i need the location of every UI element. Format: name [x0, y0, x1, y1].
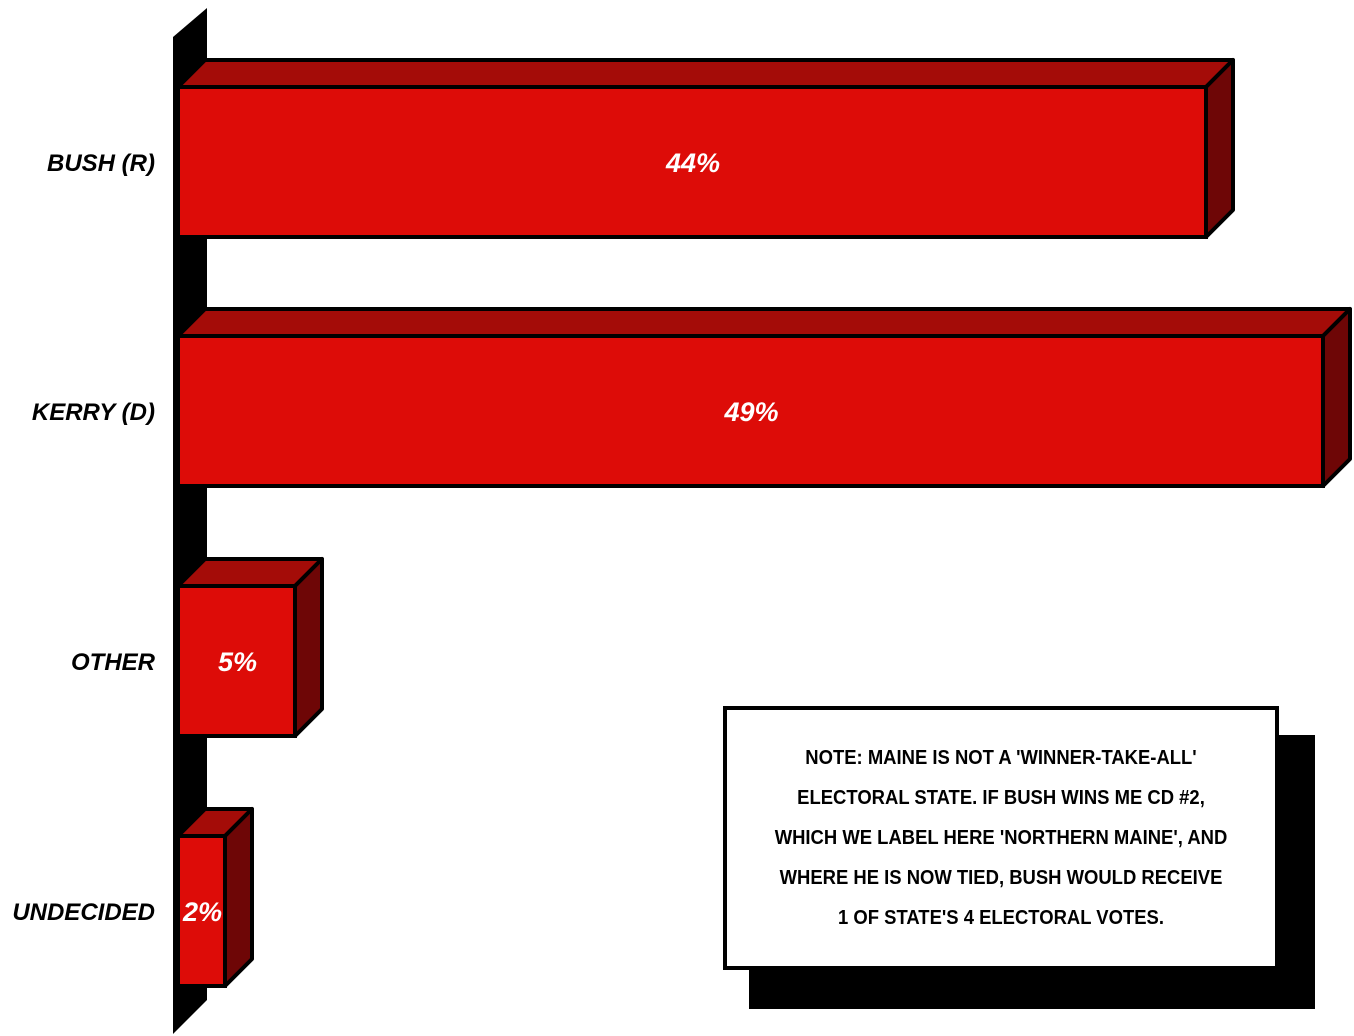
bar-3: [176, 557, 324, 738]
value-label: 49%: [723, 397, 778, 427]
bar-top-face: [176, 58, 1235, 89]
bar-front-face: [176, 85, 1208, 239]
category-label: KERRY (D): [32, 399, 155, 426]
bar-side-face: [1204, 58, 1235, 239]
value-label: 44%: [665, 148, 720, 178]
note-text: NOTE: MAINE IS NOT A 'WINNER-TAKE-ALL' E…: [774, 746, 1228, 929]
bar-side-face: [223, 807, 254, 988]
bars: [176, 58, 1352, 988]
category-label: OTHER: [71, 649, 156, 676]
bar-front-face: [176, 834, 227, 988]
axis-wall: [173, 8, 207, 1034]
category-label: UNDECIDED: [12, 899, 155, 926]
bar-front-face: [176, 334, 1325, 488]
labels: 44% BUSH (R) 49% KERRY (D) 5% OTHER 2% UNDECIDE…: [12, 148, 778, 927]
category-label: BUSH (R): [47, 150, 155, 177]
bar-2: [176, 307, 1352, 488]
bar-side-face: [1321, 307, 1352, 488]
axis-wall-shape: [173, 8, 207, 1034]
bar-side-face: [293, 557, 324, 738]
value-label: 2%: [182, 897, 222, 927]
value-label: 5%: [218, 647, 257, 677]
bar-4: [176, 807, 254, 988]
note-box: NOTE: MAINE IS NOT A 'WINNER-TAKE-ALL' E…: [723, 706, 1279, 970]
bar-front-face: [176, 584, 297, 738]
bar-1: [176, 58, 1235, 239]
bar-top-face: [176, 307, 1352, 338]
